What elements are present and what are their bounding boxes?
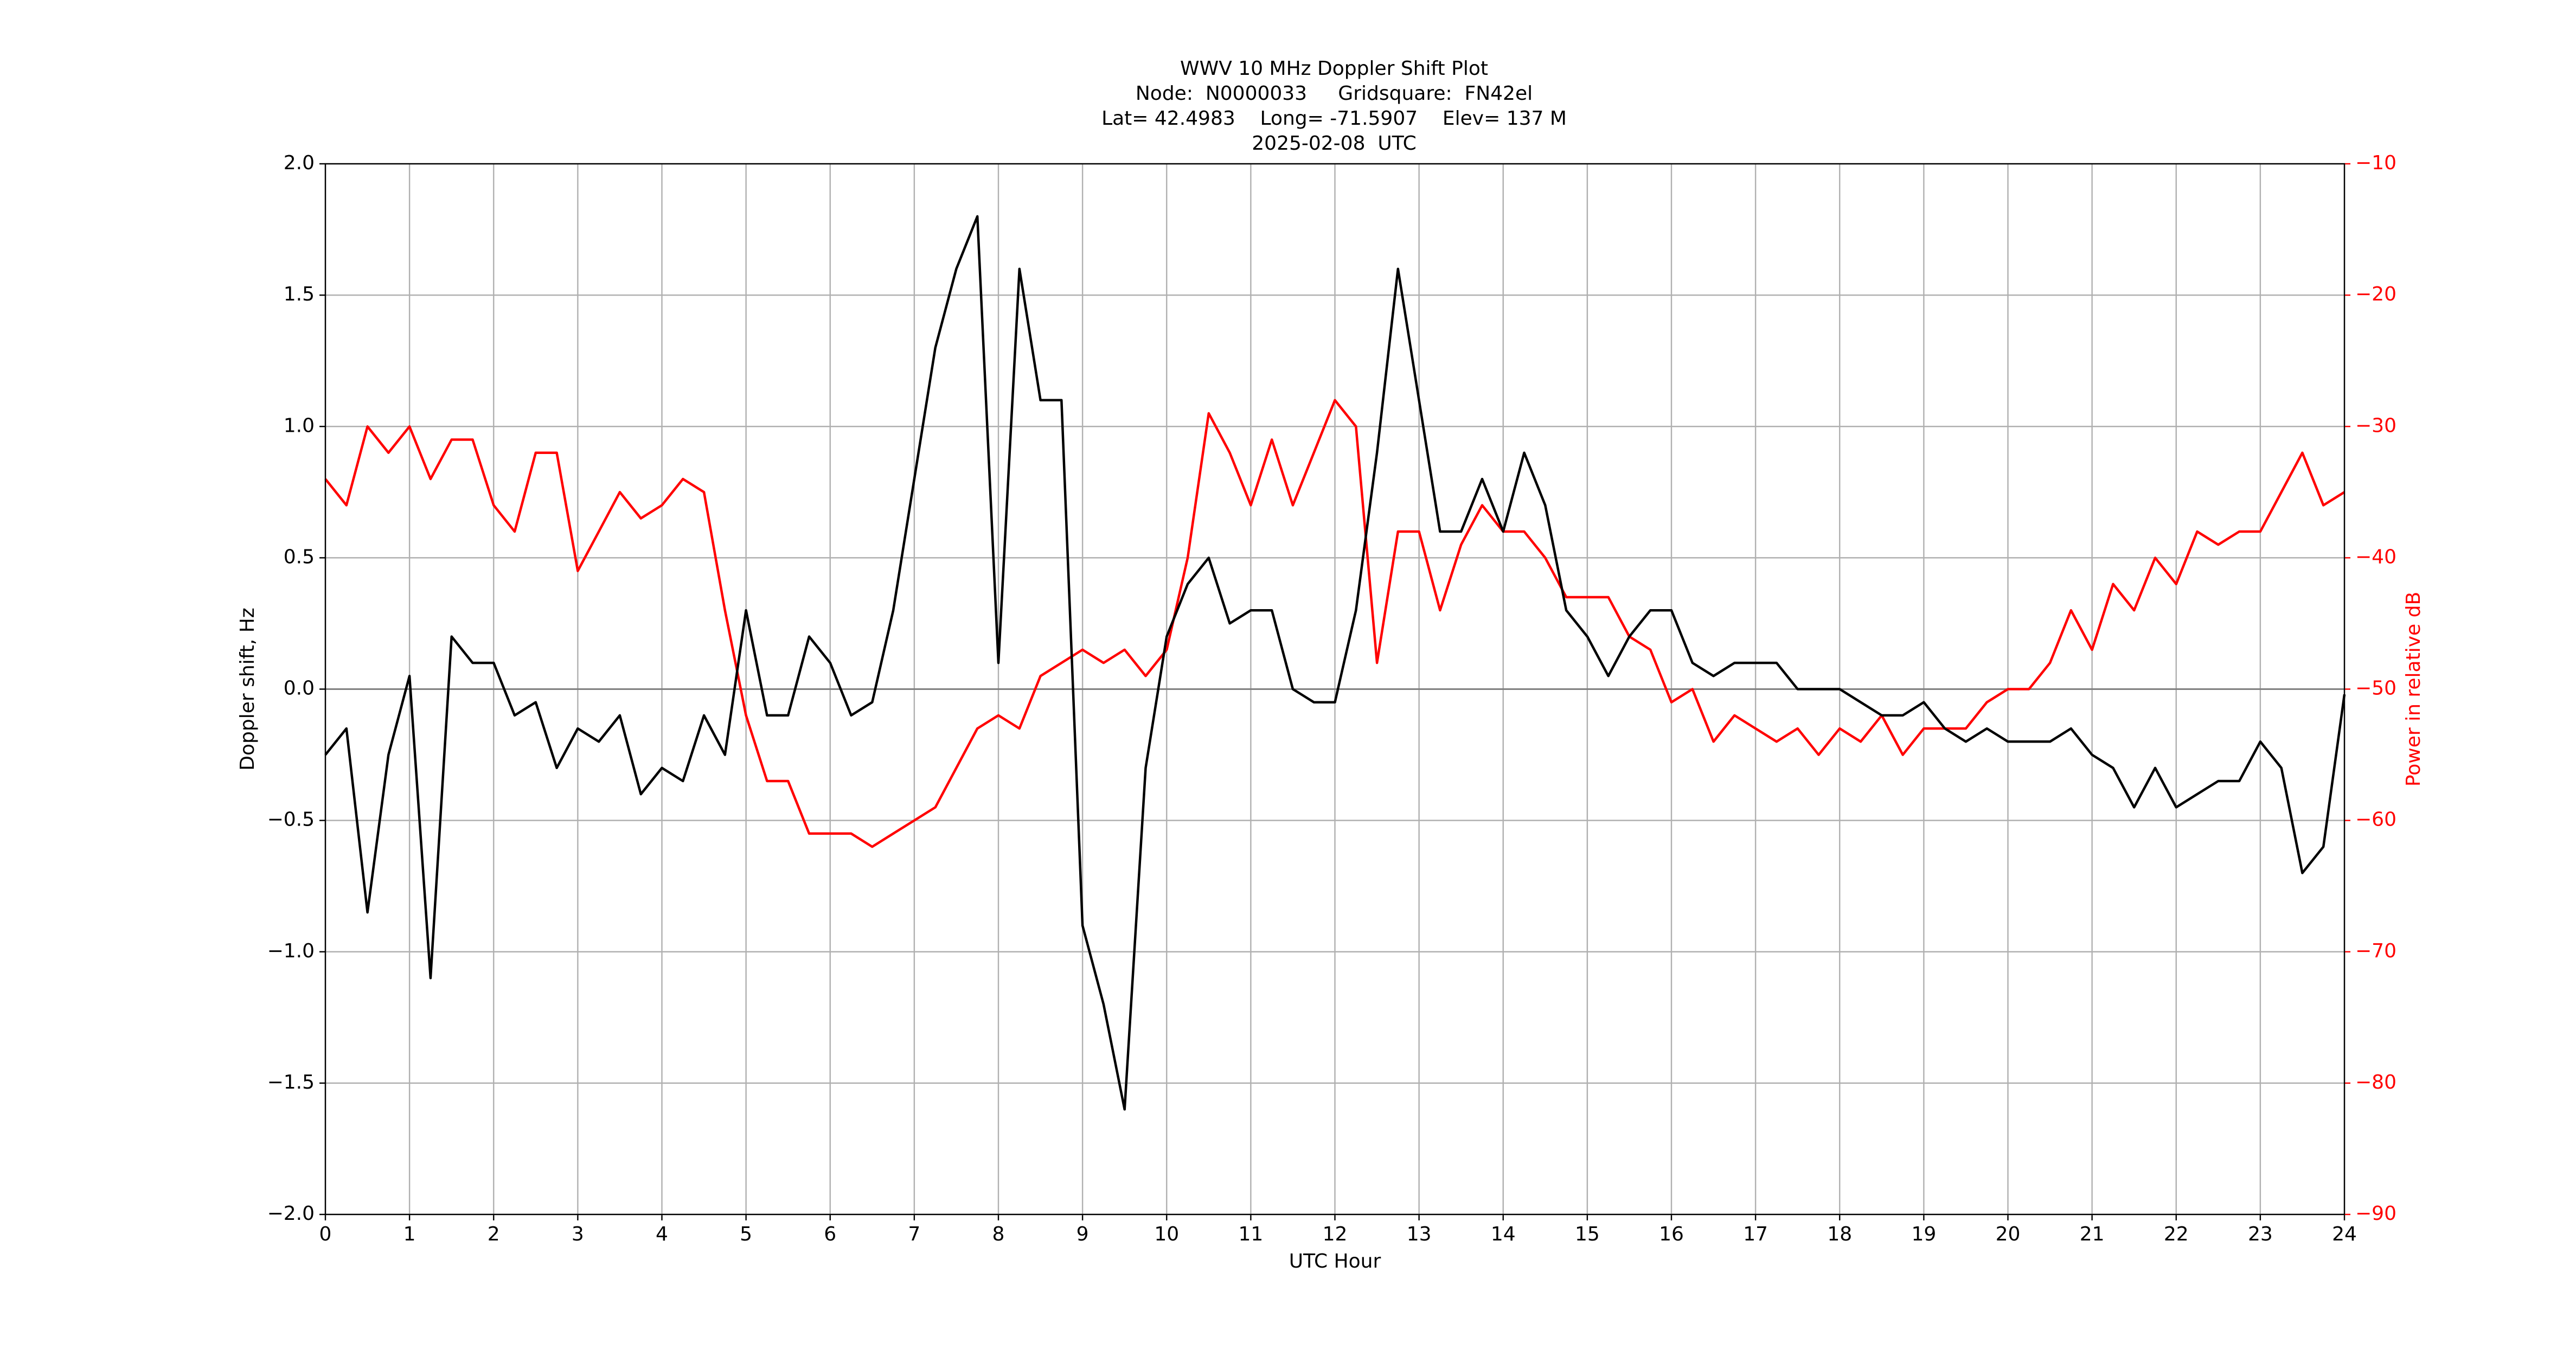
plot-frame (324, 163, 2346, 1216)
x-tick-label: 22 (2164, 1223, 2189, 1245)
x-tick-label: 21 (2080, 1223, 2105, 1245)
x-tick-label: 9 (1076, 1223, 1089, 1245)
y-tick-label: 0.5 (284, 546, 315, 568)
chart-title: WWV 10 MHz Doppler Shift Plot (1180, 57, 1488, 80)
y-tick-label: −0.5 (267, 809, 315, 831)
y-axis-label: Doppler shift, Hz (236, 607, 259, 770)
x-tick-label: 23 (2248, 1223, 2273, 1245)
x-tick-label: 24 (2332, 1223, 2357, 1245)
y2-tick-label: −60 (2355, 809, 2396, 831)
x-tick-label: 15 (1575, 1223, 1600, 1245)
x-tick-label: 3 (572, 1223, 584, 1245)
chart-title: Lat= 42.4983 Long= -71.5907 Elev= 137 M (1101, 107, 1567, 130)
series-line (324, 215, 2346, 1111)
y2-tick-label: −90 (2355, 1203, 2396, 1225)
chart-title: Node: N0000033 Gridsquare: FN42el (1136, 82, 1533, 105)
x-tick-label: 4 (656, 1223, 668, 1245)
x-tick-label: 6 (824, 1223, 836, 1245)
y2-tick-label: −80 (2355, 1071, 2396, 1093)
x-tick-label: 13 (1407, 1223, 1432, 1245)
x-tick-label: 0 (319, 1223, 332, 1245)
x-tick-label: 11 (1238, 1223, 1263, 1245)
y-tick-label: −1.5 (267, 1071, 315, 1093)
y2-tick-label: −10 (2355, 152, 2396, 174)
x-tick-label: 8 (992, 1223, 1005, 1245)
x-tick-label: 2 (488, 1223, 500, 1245)
x-tick-label: 16 (1659, 1223, 1684, 1245)
y2-tick-label: −40 (2355, 546, 2396, 568)
y-tick-label: −2.0 (267, 1203, 315, 1225)
y2-tick-label: −50 (2355, 677, 2396, 700)
y-tick-label: 1.5 (284, 283, 315, 305)
y2-tick-label: −30 (2355, 414, 2396, 437)
x-tick-label: 17 (1743, 1223, 1768, 1245)
y-tick-label: 0.0 (284, 677, 315, 700)
y-tick-label: 1.0 (284, 414, 315, 437)
x-tick-label: 20 (1996, 1223, 2021, 1245)
series-line (324, 399, 2346, 848)
x-axis-label: UTC Hour (1289, 1250, 1381, 1272)
y-tick-label: −1.0 (267, 940, 315, 962)
x-tick-label: 19 (1911, 1223, 1936, 1245)
x-tick-label: 1 (403, 1223, 416, 1245)
x-tick-label: 7 (908, 1223, 920, 1245)
x-tick-label: 14 (1491, 1223, 1516, 1245)
y2-axis-label: Power in relative dB (2402, 592, 2425, 786)
y2-tick-label: −20 (2355, 283, 2396, 305)
x-tick-label: 12 (1323, 1223, 1348, 1245)
x-tick-label: 18 (1827, 1223, 1852, 1245)
x-tick-label: 10 (1154, 1223, 1179, 1245)
chart-title: 2025-02-08 UTC (1252, 132, 1416, 155)
y-tick-label: 2.0 (284, 152, 315, 174)
x-tick-label: 5 (740, 1223, 752, 1245)
y2-tick-label: −70 (2355, 940, 2396, 962)
